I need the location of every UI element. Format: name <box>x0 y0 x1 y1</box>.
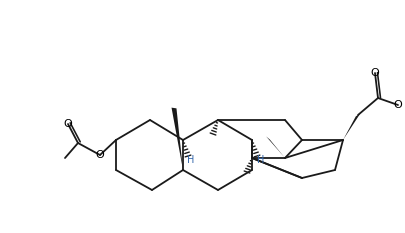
Text: H: H <box>257 155 264 165</box>
Text: O: O <box>96 150 104 160</box>
Polygon shape <box>342 114 359 140</box>
Text: O: O <box>393 100 401 110</box>
Text: O: O <box>370 68 378 78</box>
Polygon shape <box>171 108 183 170</box>
Text: O: O <box>64 119 72 129</box>
Text: H: H <box>187 155 194 165</box>
Polygon shape <box>265 136 284 158</box>
